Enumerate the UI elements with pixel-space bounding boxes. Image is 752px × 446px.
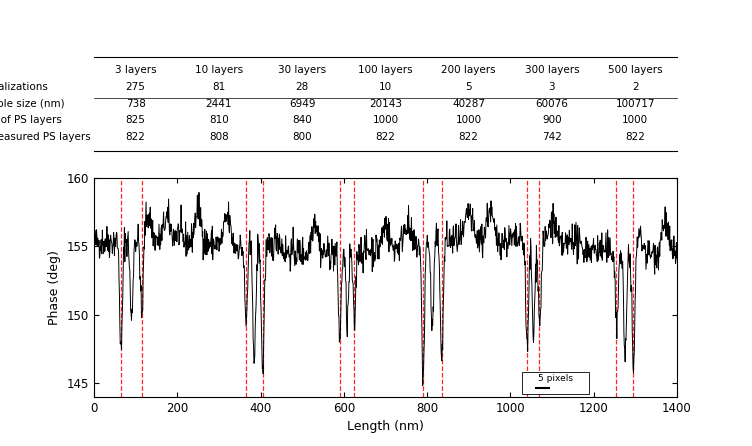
X-axis label: Length (nm): Length (nm) bbox=[347, 421, 424, 434]
Y-axis label: Phase (deg): Phase (deg) bbox=[48, 250, 61, 325]
Bar bbox=[522, 372, 589, 393]
Text: 5 pixels: 5 pixels bbox=[538, 374, 573, 383]
